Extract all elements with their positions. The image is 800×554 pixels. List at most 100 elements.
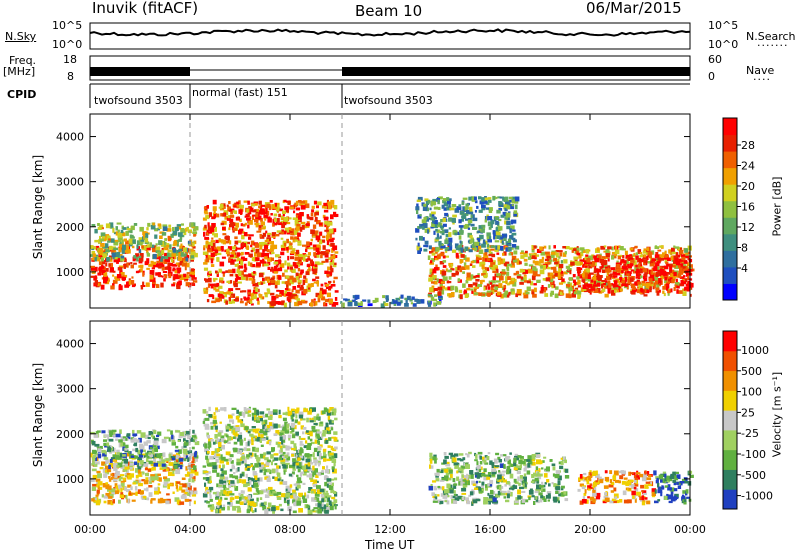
heatmap-cell	[506, 266, 510, 272]
heatmap-cell	[558, 264, 564, 269]
heatmap-cell	[312, 508, 315, 512]
heatmap-cell	[450, 473, 453, 479]
heatmap-cell	[150, 499, 153, 504]
heatmap-cell	[329, 262, 333, 265]
heatmap-cell	[237, 265, 240, 270]
heatmap-cell	[218, 293, 223, 297]
heatmap-cell	[460, 218, 464, 222]
heatmap-cell	[308, 473, 313, 478]
heatmap-cell	[245, 429, 249, 433]
heatmap-cell	[252, 471, 257, 476]
heatmap-cell	[213, 412, 216, 415]
heatmap-cell	[117, 267, 123, 271]
heatmap-cell	[172, 227, 175, 231]
heatmap-cell	[268, 282, 271, 286]
heatmap-cell	[433, 220, 438, 225]
heatmap-cell	[506, 263, 512, 267]
heatmap-cell	[104, 249, 107, 252]
heatmap-cell	[282, 465, 287, 469]
heatmap-cell	[246, 448, 251, 452]
heatmap-cell	[100, 284, 105, 290]
heatmap-cell	[108, 476, 111, 479]
heatmap-cell	[292, 217, 297, 220]
heatmap-cell	[532, 260, 535, 264]
heatmap-cell	[324, 492, 329, 497]
heatmap-cell	[94, 453, 99, 456]
heatmap-cell	[225, 249, 230, 255]
heatmap-cell	[323, 451, 326, 456]
heatmap-cell	[357, 302, 363, 306]
heatmap-cell	[314, 301, 318, 306]
heatmap-cell	[161, 459, 166, 463]
heatmap-cell	[627, 265, 632, 269]
heatmap-cell	[600, 261, 605, 265]
heatmap-cell	[487, 239, 492, 243]
heatmap-cell	[312, 479, 318, 483]
heatmap-cell	[439, 261, 445, 265]
heatmap-cell	[299, 449, 302, 455]
heatmap-cell	[208, 504, 213, 507]
heatmap-cell	[240, 298, 243, 301]
heatmap-cell	[501, 242, 505, 245]
heatmap-cell	[251, 484, 255, 488]
heatmap-cell	[250, 439, 254, 443]
heatmap-cell	[125, 231, 129, 236]
heatmap-cell	[298, 282, 301, 285]
heatmap-cell	[214, 439, 219, 444]
heatmap-cell	[534, 260, 539, 266]
heatmap-cell	[110, 458, 113, 463]
heatmap-cell	[267, 459, 272, 463]
heatmap-cell	[427, 217, 433, 220]
heatmap-cell	[161, 275, 164, 278]
heatmap-cell	[677, 247, 682, 252]
heatmap-cell	[507, 282, 510, 286]
heatmap-cell	[292, 468, 296, 471]
heatmap-cell	[316, 451, 320, 457]
heatmap-cell	[266, 408, 271, 411]
heatmap-cell	[179, 234, 183, 240]
heatmap-cell	[238, 258, 242, 261]
heatmap-cell	[279, 456, 282, 460]
heatmap-cell	[264, 292, 268, 295]
heatmap-cell	[448, 237, 453, 243]
heatmap-cell	[517, 489, 521, 495]
heatmap-cell	[558, 493, 562, 497]
heatmap-cell	[234, 447, 238, 453]
heatmap-cell	[214, 283, 219, 288]
heatmap-cell	[503, 205, 508, 210]
heatmap-cell	[247, 441, 250, 446]
heatmap-cell	[154, 447, 158, 453]
heatmap-cell	[203, 206, 208, 210]
heatmap-cell	[265, 205, 270, 209]
heatmap-cell	[308, 266, 311, 271]
heatmap-cell	[168, 471, 173, 476]
heatmap-cell	[299, 286, 304, 291]
heatmap-cell	[258, 432, 264, 436]
heatmap-cell	[539, 246, 543, 251]
heatmap-cell	[156, 453, 161, 459]
heatmap-cell	[469, 240, 473, 244]
heatmap-cell	[98, 261, 103, 266]
heatmap-cell	[150, 476, 156, 481]
heatmap-cell	[240, 290, 243, 293]
heatmap-cell	[280, 231, 285, 235]
heatmap-cell	[254, 409, 257, 414]
heatmap-cell	[206, 501, 210, 504]
heatmap-cell	[266, 278, 270, 283]
heatmap-cell	[250, 293, 255, 298]
heatmap-cell	[448, 227, 451, 230]
heatmap-cell	[261, 489, 266, 493]
heatmap-cell	[602, 263, 608, 269]
heatmap-cell	[424, 240, 429, 245]
heatmap-cell	[244, 252, 250, 255]
heatmap-cell	[297, 285, 301, 288]
heatmap-cell	[328, 228, 334, 234]
heatmap-cell	[140, 285, 144, 290]
heatmap-cell	[507, 276, 512, 280]
heatmap-cell	[258, 205, 261, 209]
heatmap-cell	[264, 457, 269, 461]
heatmap-cell	[174, 460, 177, 466]
heatmap-cell	[151, 479, 155, 483]
heatmap-cell	[174, 256, 177, 260]
heatmap-cell	[501, 269, 506, 272]
